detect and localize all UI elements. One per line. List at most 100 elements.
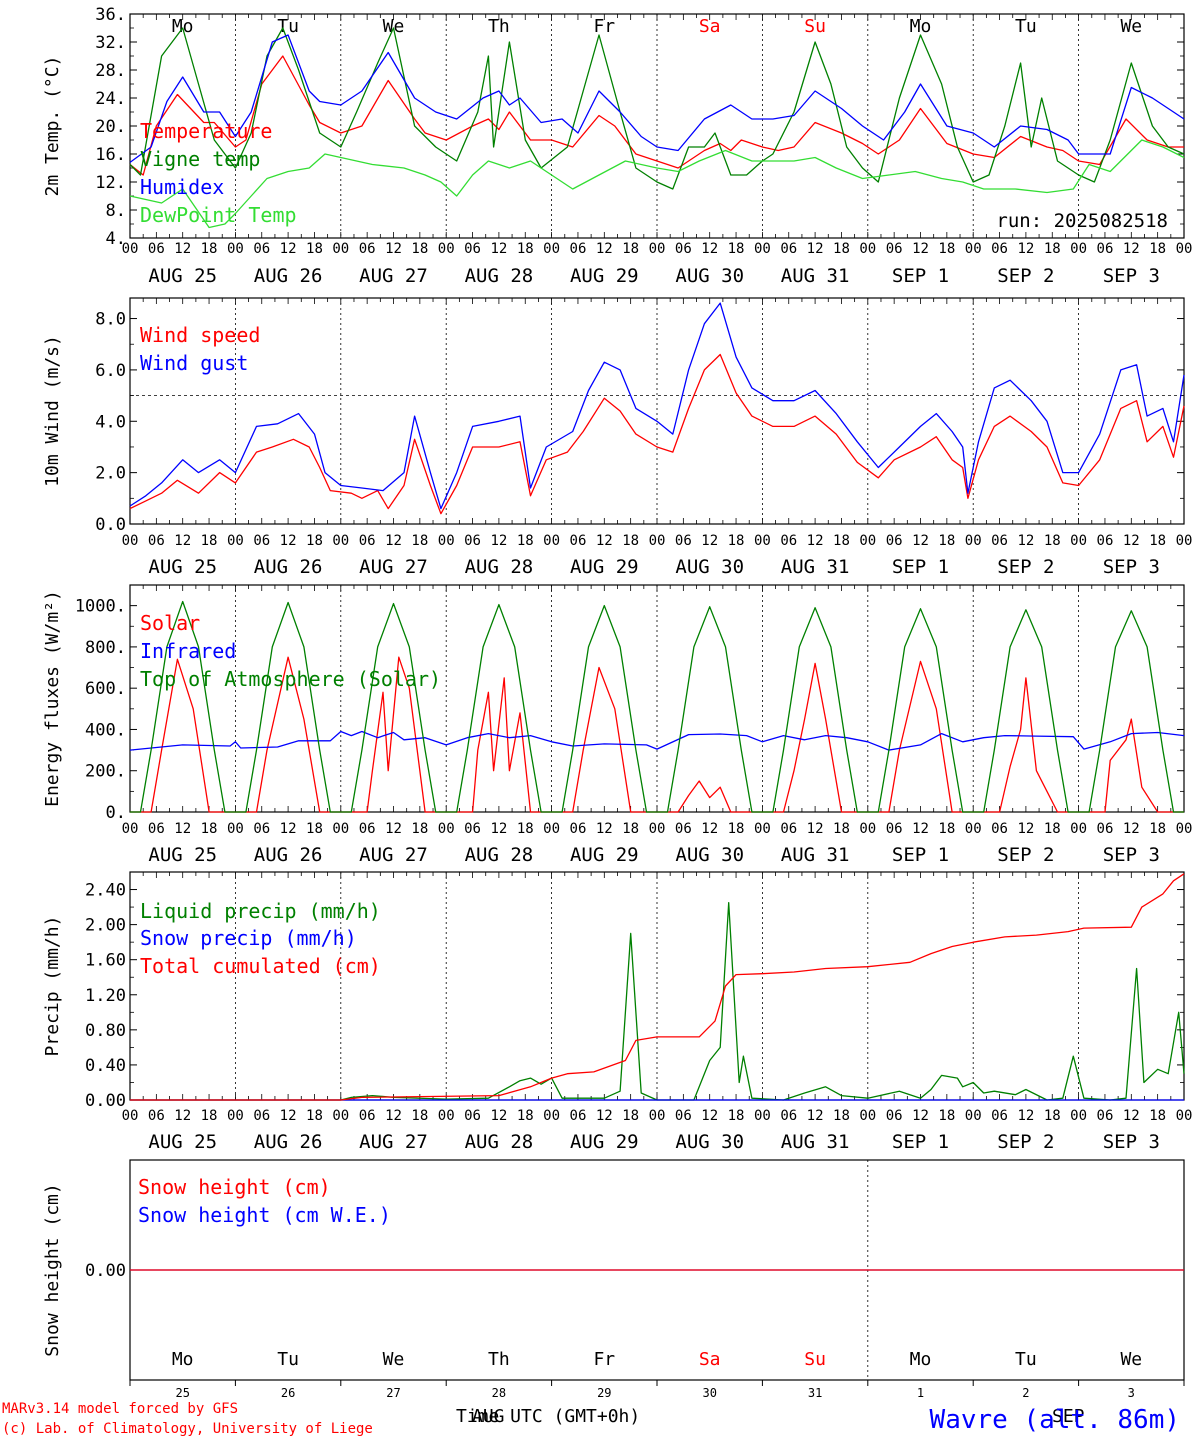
weekday-label: Mo [910,1349,932,1370]
hour-label: 18 [833,533,850,549]
hour-label: 06 [780,241,797,257]
hour-label: 12 [912,1108,929,1124]
series-line-3 [130,600,1184,813]
y-tick-label: 4.0 [95,412,126,432]
day-number-label: 27 [386,1386,400,1400]
y-axis-label: Energy fluxes (W/m²) [42,590,63,807]
hour-label: 12 [1123,1108,1140,1124]
date-label: AUG 31 [781,556,850,578]
series-line-2 [129,730,1185,751]
hour-label: 06 [1097,821,1114,837]
hour-label: 12 [490,821,507,837]
hour-label: 00 [543,821,560,837]
hour-label: 00 [1176,533,1193,549]
credit-line-2: (c) Lab. of Climatology, University of L… [2,1421,373,1437]
hour-label: 00 [1176,821,1193,837]
hour-label: 18 [622,241,639,257]
series-line-4 [129,139,1185,229]
hour-label: 06 [675,241,692,257]
date-label: AUG 27 [359,1131,428,1153]
weekday-label: Tu [1015,16,1037,37]
hour-label: 18 [728,821,745,837]
day-number-label: 2 [1022,1386,1029,1400]
y-tick-label: 1000. [75,597,126,617]
hour-label: 00 [438,821,455,837]
hour-label: 00 [859,821,876,837]
date-label: SEP 1 [892,265,949,287]
hour-label: 00 [859,241,876,257]
panel-1: 4. 8. 12. 16. 20. 24. 28. 32. 36. 2m Temp. (°C) 00… [42,5,1192,287]
hour-label: 12 [490,241,507,257]
hour-label: 18 [1044,533,1061,549]
hour-label: 12 [596,821,613,837]
hour-label: 06 [570,533,587,549]
run-annotation: run: 2025082518 [996,210,1168,232]
date-label: AUG 25 [148,265,217,287]
y-tick-label: 2.00 [85,916,126,936]
legend-entry: Humidex [140,175,224,199]
hour-label: 06 [886,1108,903,1124]
y-tick-label: 800. [85,638,126,658]
series-line-2 [129,27,1185,190]
hour-label: 12 [280,533,297,549]
panel-5: 0.00 Snow height (cm) Mo Tu We Th Fr Sa Su Mo Tu We… [42,1159,1185,1400]
y-tick-label: 0. [106,803,126,823]
hour-label: 18 [1044,241,1061,257]
hour-label: 00 [754,821,771,837]
date-label: AUG 28 [465,556,534,578]
credit-line-1: MARv3.14 model forced by GFS [2,1401,238,1417]
hour-label: 00 [649,821,666,837]
hour-label: 00 [965,533,982,549]
plot-frame [129,584,1185,813]
y-axis-label: 2m Temp. (°C) [42,56,63,197]
hour-label: 06 [359,241,376,257]
hour-label: 06 [886,821,903,837]
date-label: AUG 26 [254,1131,323,1153]
date-label: SEP 1 [892,1131,949,1153]
y-tick-label: 8.0 [95,310,126,330]
date-label: AUG 26 [254,844,323,866]
hour-label: 18 [306,241,323,257]
day-number-label: 29 [597,1386,611,1400]
hour-label: 06 [148,241,165,257]
hour-label: 18 [938,1108,955,1124]
hour-label: 12 [1017,821,1034,837]
hour-label: 06 [359,821,376,837]
hour-label: 06 [464,241,481,257]
hour-label: 06 [464,821,481,837]
hour-label: 18 [1149,533,1166,549]
hour-label: 12 [912,821,929,837]
hour-label: 00 [438,533,455,549]
date-label: SEP 3 [1103,265,1160,287]
day-number-label: 3 [1128,1386,1135,1400]
y-tick-label: 6.0 [95,361,126,381]
hour-label: 12 [1017,533,1034,549]
hour-label: 00 [438,241,455,257]
date-label: SEP 2 [997,556,1054,578]
hour-label: 00 [122,1108,139,1124]
hour-label: 06 [148,1108,165,1124]
hour-label: 06 [780,1108,797,1124]
date-label: AUG 25 [148,1131,217,1153]
legend-entry: Liquid precip (mm/h) [140,899,381,923]
hour-label: 06 [253,533,270,549]
hour-label: 12 [1123,241,1140,257]
date-label: AUG 30 [675,265,744,287]
panels-layer: 4.8.12.16.20.24.28.32.36.2m Temp. (°C)00… [42,5,1192,1400]
date-label: AUG 29 [570,844,639,866]
y-tick-label: 32. [95,33,126,53]
y-axis-label: 10m Wind (m/s) [42,335,63,487]
hour-label: 12 [701,533,718,549]
month-overlay-aug: AUG [472,1406,505,1427]
hour-label: 00 [122,241,139,257]
hour-label: 18 [1149,241,1166,257]
hour-label: 00 [122,533,139,549]
hour-label: 12 [701,1108,718,1124]
series-line-1 [130,902,1185,1101]
hour-label: 12 [385,241,402,257]
weekday-label: Tu [277,16,299,37]
y-tick-label: 36. [95,5,126,25]
day-number-label: 25 [175,1386,189,1400]
weekday-label: Tu [277,1349,299,1370]
hour-label: 12 [174,533,191,549]
